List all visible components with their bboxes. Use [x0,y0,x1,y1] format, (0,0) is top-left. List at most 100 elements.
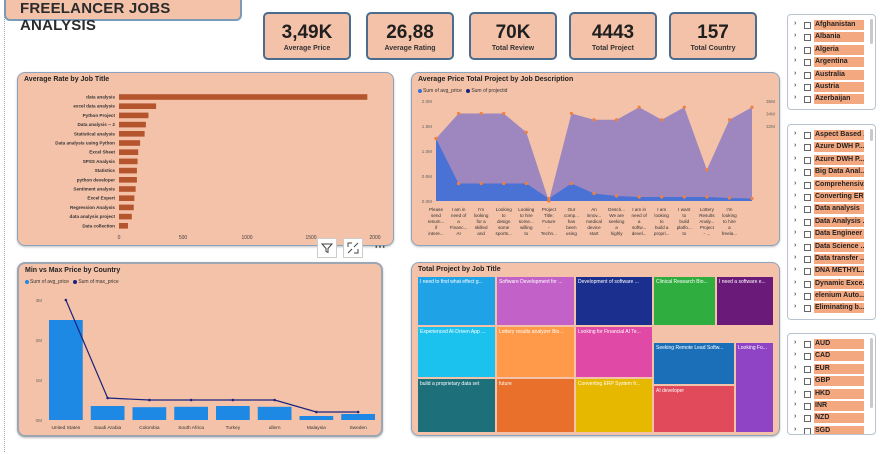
checkbox[interactable] [804,268,811,276]
chevron-right-icon[interactable]: › [794,413,797,421]
treemap-cell[interactable]: Looking Fo... [735,342,774,433]
slicer-item[interactable]: › NZD [788,412,874,424]
chart-min-vs-max-price-by-country[interactable]: Min vs Max Price by Country Sum of avg_p… [17,262,383,437]
checkbox[interactable] [804,415,811,423]
slicer-item[interactable]: › INR [788,400,874,412]
chevron-right-icon[interactable]: › [794,167,797,175]
focus-mode-button[interactable] [343,238,363,258]
slicer-item[interactable]: › Converting ER... [788,191,874,203]
treemap-cell[interactable]: Lottery results analyzer Bio... [496,326,575,378]
checkbox[interactable] [804,59,811,67]
chevron-right-icon[interactable]: › [794,241,797,249]
checkbox[interactable] [804,132,811,139]
treemap-cell[interactable]: I need a software e... [716,276,774,326]
checkbox[interactable] [804,22,811,29]
chevron-right-icon[interactable]: › [794,69,797,77]
slicer-item[interactable]: › Dynamic Exce... [788,278,874,290]
checkbox[interactable] [804,280,811,288]
checkbox[interactable] [804,218,811,226]
more-options-button[interactable]: ⋯ [369,238,391,258]
chevron-right-icon[interactable]: › [794,57,797,65]
slicer-item[interactable]: › Australia [788,69,874,81]
slicer-item[interactable]: › Aspect Based ... [788,129,874,141]
slicer-item[interactable]: › DNA METHYL... [788,265,874,277]
treemap-cell[interactable]: build a proprietary data set [417,378,496,433]
chevron-right-icon[interactable]: › [794,351,797,359]
treemap-cell[interactable]: Looking for Financial AI Te... [575,326,653,378]
slicer-item[interactable]: › Azerbaijan [788,93,874,105]
chevron-right-icon[interactable]: › [794,339,797,346]
slicer-item[interactable]: › Afghanistan [788,19,874,31]
checkbox[interactable] [804,427,811,434]
checkbox[interactable] [804,206,811,214]
checkbox[interactable] [804,293,811,301]
checkbox[interactable] [804,193,811,201]
chevron-right-icon[interactable]: › [794,376,797,384]
slicer-item[interactable]: › Data Science ... [788,241,874,253]
checkbox[interactable] [804,402,811,410]
slicer-item[interactable]: › SGD [788,425,874,434]
chart-total-project-by-job-title[interactable]: Total Project by Job Title I need to fin… [411,262,780,436]
filter-button[interactable] [317,238,337,258]
chevron-right-icon[interactable]: › [794,229,797,237]
chevron-right-icon[interactable]: › [794,363,797,371]
checkbox[interactable] [804,378,811,386]
scrollbar[interactable] [870,19,873,44]
slicer-item[interactable]: › Azure DWH P... [788,141,874,153]
checkbox[interactable] [804,365,811,373]
chevron-right-icon[interactable]: › [794,303,797,311]
checkbox[interactable] [804,341,811,348]
chevron-right-icon[interactable]: › [794,142,797,150]
chevron-right-icon[interactable]: › [794,94,797,102]
treemap-cell[interactable]: I need to find what effect g... [417,276,496,326]
checkbox[interactable] [804,144,811,152]
checkbox[interactable] [804,305,811,313]
treemap-cell[interactable]: Clinical Research Bio... [653,276,716,326]
slicer-item[interactable]: › Data Analysis ... [788,216,874,228]
chevron-right-icon[interactable]: › [794,154,797,162]
slicer-country[interactable]: › Afghanistan › Albania › Algeria › Argentina › A… [787,14,876,110]
slicer-item[interactable]: › Algeria [788,44,874,56]
slicer-item[interactable]: › GBP [788,375,874,387]
slicer-item[interactable]: › Eliminating b... [788,302,874,314]
chevron-right-icon[interactable]: › [794,291,797,299]
checkbox[interactable] [804,390,811,398]
scrollbar[interactable] [870,129,873,141]
slicer-item[interactable]: › HKD [788,388,874,400]
chevron-right-icon[interactable]: › [794,179,797,187]
chevron-right-icon[interactable]: › [794,81,797,89]
chevron-right-icon[interactable]: › [794,191,797,199]
checkbox[interactable] [804,83,811,91]
checkbox[interactable] [804,169,811,177]
chevron-right-icon[interactable]: › [794,130,797,137]
slicer-item[interactable]: › AUD [788,338,874,350]
treemap-cell[interactable]: AI developer [653,385,735,433]
chevron-right-icon[interactable]: › [794,425,797,433]
checkbox[interactable] [804,243,811,251]
chevron-right-icon[interactable]: › [794,253,797,261]
slicer-item[interactable]: › Argentina [788,56,874,68]
treemap-cell[interactable]: Software Development for ... [496,276,575,326]
checkbox[interactable] [804,231,811,239]
chevron-right-icon[interactable]: › [794,20,797,27]
checkbox[interactable] [804,71,811,79]
treemap-cell[interactable]: Experienced AI-Driven App ... [417,326,496,378]
checkbox[interactable] [804,46,811,54]
treemap-cell[interactable]: Converting ERP System fr... [575,378,653,433]
treemap-cell[interactable]: Development of software ... [575,276,653,326]
slicer-job-title[interactable]: › Aspect Based ... › Azure DWH P... › Azure D… [787,124,876,320]
slicer-item[interactable]: › Data transfer ... [788,253,874,265]
chevron-right-icon[interactable]: › [794,204,797,212]
slicer-item[interactable]: › EUR [788,363,874,375]
checkbox[interactable] [804,181,811,189]
chevron-right-icon[interactable]: › [794,216,797,224]
slicer-item[interactable]: › Austria [788,81,874,93]
scrollbar[interactable] [870,338,873,408]
treemap-cell[interactable]: future [496,378,575,433]
checkbox[interactable] [804,96,811,104]
slicer-item[interactable]: › Big Data Anal... [788,166,874,178]
slicer-item[interactable]: › Albania [788,31,874,43]
slicer-item[interactable]: › Comprehensiv... [788,179,874,191]
chevron-right-icon[interactable]: › [794,388,797,396]
treemap-cell[interactable]: Seeking Remote Lead Softw... [653,342,735,385]
